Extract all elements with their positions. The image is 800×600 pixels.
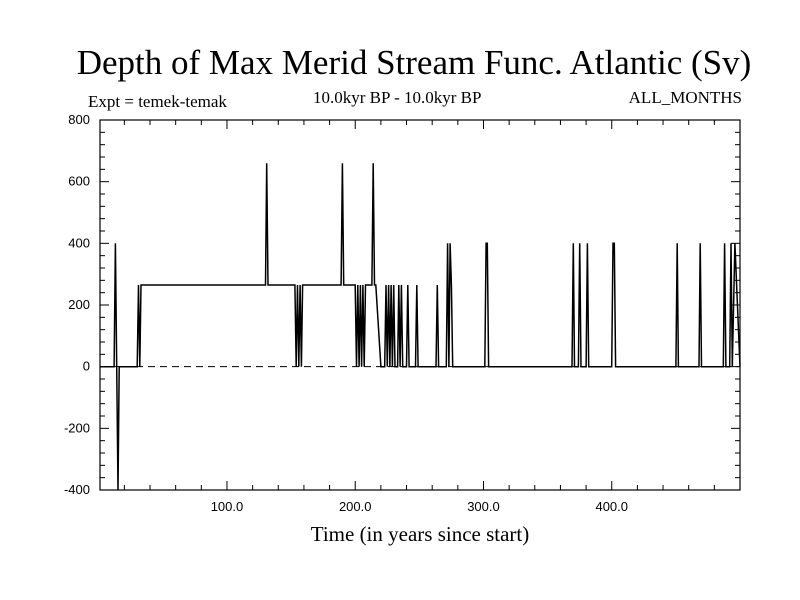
series-group: [100, 163, 741, 491]
y-tick-label: 800: [68, 112, 90, 127]
y-tick-label: 0: [83, 359, 90, 374]
plot-frame: [99, 119, 741, 491]
x-tick-label: 100.0: [211, 499, 244, 514]
y-tick-label: 600: [68, 174, 90, 189]
series-line: [100, 163, 741, 491]
x-tick-label: 200.0: [339, 499, 372, 514]
months-label: ALL_MONTHS: [628, 88, 742, 107]
x-tick-label: 300.0: [467, 499, 500, 514]
y-tick-label: -200: [64, 420, 90, 435]
x-axis-title: Time (in years since start): [310, 522, 530, 546]
y-tick-label: 200: [68, 297, 90, 312]
experiment-label: Expt = temek-temak: [88, 92, 227, 111]
y-tick-label: -400: [64, 482, 90, 497]
period-label: 10.0kyr BP - 10.0kyr BP: [313, 88, 482, 107]
axis-ticks: [100, 119, 741, 491]
y-tick-label: 400: [68, 235, 90, 250]
x-tick-label: 400.0: [595, 499, 628, 514]
tick-labels: -400 -200 0 200 400 600 800 100.0 200.0 300.0 400.…: [64, 112, 628, 514]
chart-title: Depth of Max Merid Stream Func. Atlantic…: [76, 43, 752, 82]
